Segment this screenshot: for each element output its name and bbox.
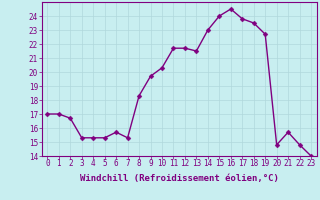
X-axis label: Windchill (Refroidissement éolien,°C): Windchill (Refroidissement éolien,°C) — [80, 174, 279, 183]
